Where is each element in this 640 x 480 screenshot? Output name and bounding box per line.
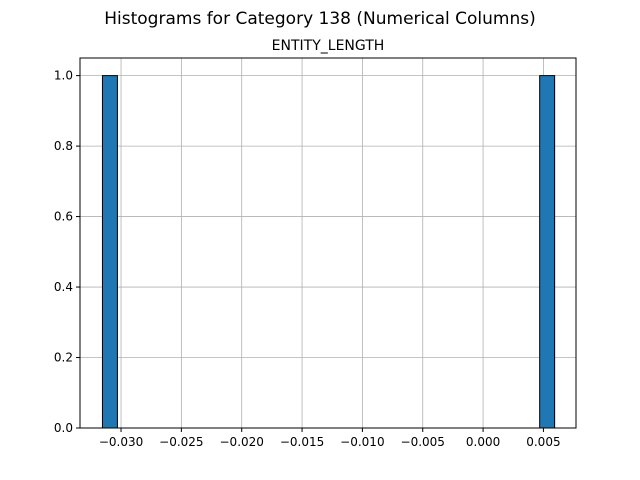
x-tick-label: 0.005 (526, 435, 560, 449)
y-tick-label: 1.0 (54, 69, 73, 83)
x-axis: −0.030 −0.025 −0.020 −0.015 −0.010 −0.005 0.00… (99, 428, 561, 449)
x-tick-label: −0.015 (280, 435, 324, 449)
bars (101, 75, 556, 429)
y-tick-label: 0.8 (54, 139, 73, 153)
x-tick-label: −0.005 (401, 435, 445, 449)
y-tick-label: 0.2 (54, 351, 73, 365)
x-tick-label: −0.025 (159, 435, 203, 449)
y-tick-label: 0.0 (54, 421, 73, 435)
x-tick-label: 0.000 (466, 435, 500, 449)
x-tick-label: −0.030 (99, 435, 143, 449)
y-tick-label: 0.6 (54, 210, 73, 224)
histogram-bar (101, 75, 118, 429)
grid (80, 58, 576, 429)
axes-title: ENTITY_LENGTH (272, 38, 385, 54)
x-tick-label: −0.010 (340, 435, 384, 449)
x-tick-label: −0.020 (220, 435, 264, 449)
plot-frame (79, 57, 577, 429)
chart-title: Histograms for Category 138 (Numerical C… (104, 9, 535, 29)
y-tick-label: 0.4 (54, 280, 73, 294)
y-axis: 0.0 0.2 0.4 0.6 0.8 1.0 (54, 69, 80, 435)
histogram-bar (539, 75, 556, 429)
